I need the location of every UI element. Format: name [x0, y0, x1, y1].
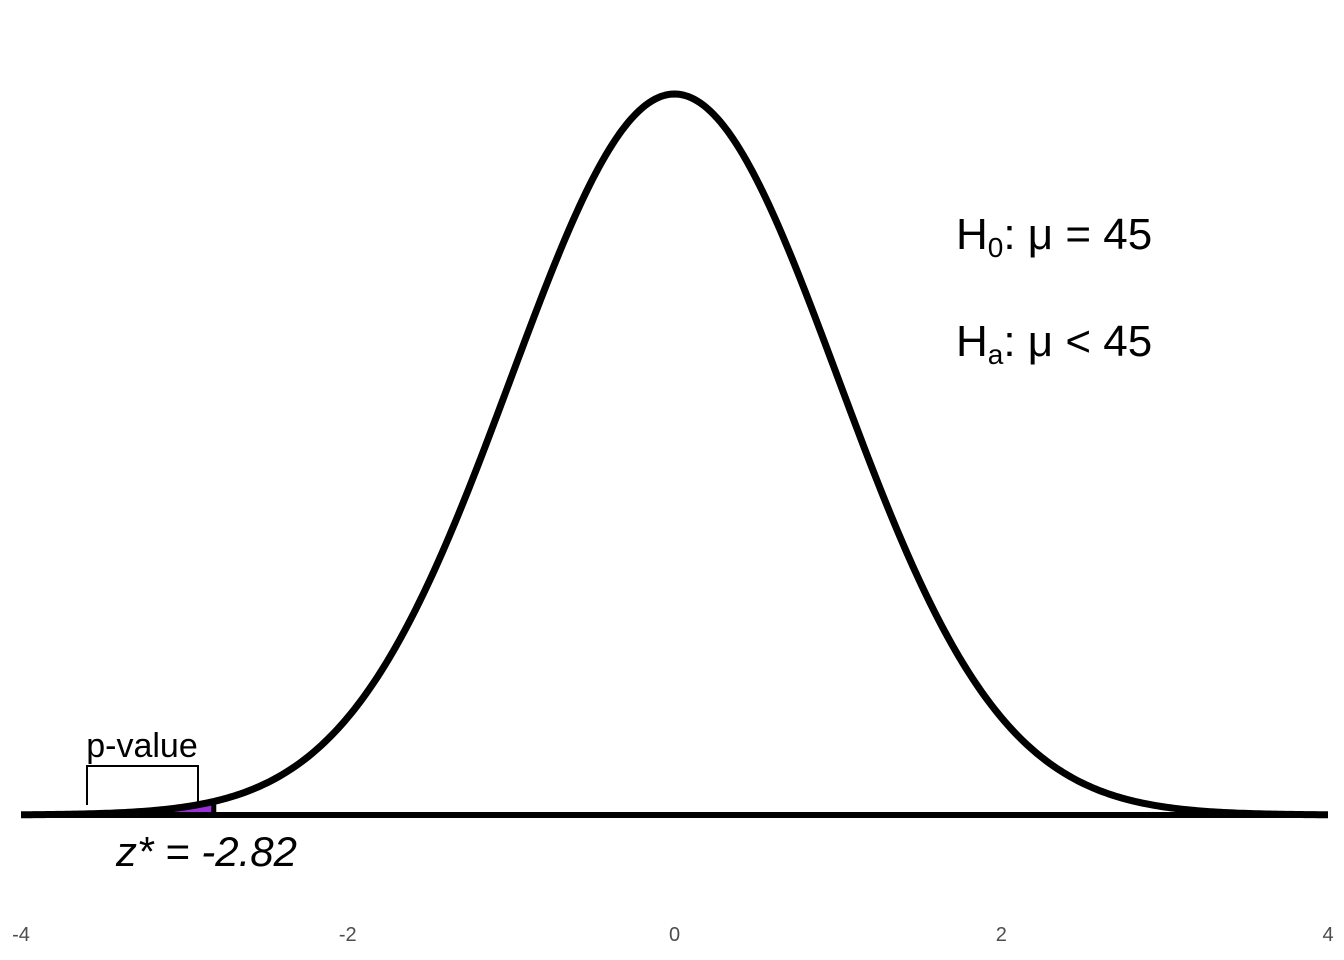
p-value-bracket [86, 765, 199, 805]
alternative-hypothesis: Ha: μ < 45 [956, 317, 1152, 370]
null-hypothesis: H0: μ = 45 [956, 210, 1152, 263]
null-hypothesis-relation: : μ = 45 [1003, 210, 1152, 259]
null-hypothesis-subscript: 0 [988, 232, 1004, 263]
x-tick-label: -4 [12, 924, 30, 946]
annotation-layer [86, 765, 199, 805]
density-curve [20, 90, 1329, 819]
alternative-hypothesis-subscript: a [988, 339, 1004, 370]
x-axis-ticks: -4 -2 0 2 4 [12, 924, 1333, 946]
critical-value-prefix: z* = [115, 828, 201, 875]
x-tick-label: 2 [996, 924, 1007, 946]
alternative-hypothesis-symbol: H [956, 317, 988, 366]
null-hypothesis-symbol: H [956, 210, 988, 259]
x-tick-label: 4 [1322, 924, 1333, 946]
alternative-hypothesis-relation: : μ < 45 [1003, 317, 1152, 366]
p-value-label: p-value [86, 727, 198, 765]
critical-value-label: z* = -2.82 [115, 828, 297, 875]
curve-layer [20, 90, 1329, 819]
x-tick-label: 0 [669, 924, 680, 946]
critical-value-number: -2.82 [201, 828, 297, 875]
x-tick-label: -2 [339, 924, 357, 946]
